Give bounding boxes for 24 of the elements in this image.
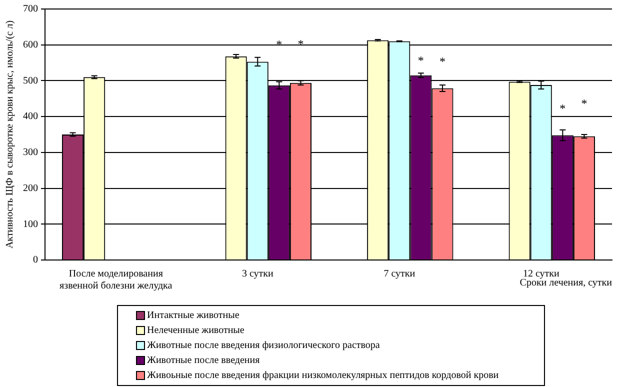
y-tick-label: 200: [23, 182, 38, 194]
x-tick-label: После моделирования язвенной болезни желудка: [60, 268, 173, 292]
legend-label: Животные после введения: [147, 355, 260, 366]
x-tick-label: 3 сутки: [242, 268, 274, 280]
y-tick-label: 600: [23, 39, 38, 50]
x-tick-label: 12 сутки: [522, 268, 560, 280]
legend-label: Интактные животные: [147, 310, 240, 321]
y-tick-label: 300: [23, 147, 38, 158]
y-tick-label: 400: [23, 111, 38, 122]
annotation: *: [439, 54, 446, 68]
annotation: *: [581, 96, 588, 110]
legend-label: Живоьные после введения фракции низкомолекулярных пептидов кордовой крови: [147, 370, 499, 381]
annotation: *: [418, 53, 424, 68]
annotation: *: [560, 101, 566, 116]
annotation: *: [298, 37, 304, 52]
x-axis-title: Сроки лечения, сутки: [520, 278, 613, 289]
legend-label: Нелеченные животные: [147, 325, 244, 336]
y-axis-title: Активность ЩФ в сыворотке крови крыс, нмоль/(с л): [4, 20, 16, 249]
y-tick-label: 500: [23, 75, 38, 86]
legend-label: Животные после введения физиологического раствора: [147, 340, 380, 351]
y-tick-label: 700: [23, 4, 38, 15]
y-tick-label: 0: [33, 254, 38, 266]
y-tick-label: 100: [23, 218, 38, 230]
x-tick-label: 7 сутки: [384, 268, 416, 280]
